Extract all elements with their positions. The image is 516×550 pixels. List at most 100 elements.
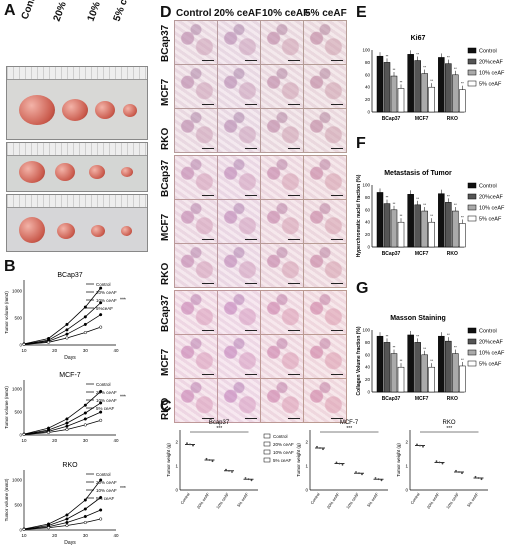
tumor (19, 161, 45, 183)
histology-tile (303, 155, 347, 200)
y-tick-label: 20 (365, 97, 371, 102)
data-point (83, 507, 87, 511)
row-label-bcap37: BCap37 (160, 159, 171, 197)
bar (376, 192, 384, 248)
col-header-10: 10% ceAF (262, 8, 310, 19)
significance-mark: ** (386, 334, 389, 338)
x-tick-label: MCF7 (415, 116, 429, 122)
scale-bar (288, 148, 300, 149)
histology-tile (260, 243, 304, 288)
legend-label: 20%ceAF (479, 60, 503, 66)
data-point (205, 457, 208, 460)
histology-tile (174, 243, 218, 288)
chart-title: MCF-7 (59, 372, 80, 379)
scale-bar (288, 283, 300, 284)
y-tick-label: 2 (405, 440, 408, 445)
x-tick-label: Control (179, 492, 191, 506)
histology-tile (217, 334, 261, 379)
scale-bar (331, 104, 343, 105)
group-label-10: 10% ceAF (86, 0, 112, 23)
legend-swatch (467, 327, 477, 334)
bar (383, 62, 391, 113)
bar (428, 221, 435, 248)
x-axis-label: Days (64, 540, 76, 546)
tumor-photo-bcap37 (6, 66, 148, 140)
scale-bar (245, 283, 257, 284)
tumor (55, 163, 75, 181)
histology-tile (303, 290, 347, 335)
y-tick-label: 500 (14, 410, 22, 415)
panel-label-d: D (160, 4, 172, 21)
significance-mark: *** (120, 394, 126, 400)
legend-label: Control (96, 282, 111, 287)
x-tick-label: 10% ceAF (445, 491, 460, 509)
data-point (99, 410, 103, 414)
scale-bar (245, 104, 257, 105)
legend-swatch (467, 58, 477, 65)
significance-mark: ** (423, 347, 426, 351)
data-point (322, 448, 324, 451)
chart-title: MCF-7 (340, 420, 359, 426)
significance-mark: ** (416, 334, 419, 338)
scale-bar (245, 239, 257, 240)
scale-bar (202, 195, 214, 196)
scale-bar (331, 195, 343, 196)
data-point (335, 461, 338, 464)
data-point (99, 418, 103, 422)
tumor (57, 223, 75, 239)
x-tick-label: 20% ceAF (196, 491, 211, 509)
data-point (83, 417, 87, 421)
legend-label: 5% ceAF (479, 82, 502, 88)
scale-bar (288, 104, 300, 105)
histology-tile (217, 378, 261, 423)
data-point (455, 469, 457, 472)
histology-tile (174, 334, 218, 379)
legend-swatch (263, 441, 271, 447)
bar (397, 366, 405, 393)
histology-tile (217, 20, 261, 65)
bar (421, 354, 428, 393)
scale-bar (331, 283, 343, 284)
significance-mark: ** (430, 214, 433, 218)
data-point (65, 417, 69, 421)
significance-mark: ** (454, 203, 457, 207)
significance-mark: *** (120, 486, 126, 492)
row-label-bcap37: BCap37 (160, 24, 171, 62)
bar (390, 353, 398, 393)
data-point (247, 478, 250, 481)
histology-tile (174, 290, 218, 335)
bar (421, 73, 428, 113)
legend-swatch (467, 69, 477, 76)
x-tick-label: BCap37 (382, 396, 401, 402)
panel-label-c: C (160, 398, 172, 415)
bar (459, 223, 466, 248)
data-point (65, 523, 69, 528)
y-tick-label: 0 (305, 488, 308, 493)
histology-tile (174, 108, 218, 153)
legend-label: 20% ceAF (96, 480, 117, 485)
x-tick-label: 10% ceAF (215, 491, 230, 509)
data-point (65, 421, 69, 425)
legend-swatch (467, 360, 477, 367)
y-tick-label: 60 (365, 207, 371, 212)
tumor (89, 165, 105, 179)
x-tick-label: BCap37 (382, 116, 401, 122)
legend-swatch (467, 47, 477, 54)
legend-swatch (263, 457, 271, 463)
y-tick-label: 100 (362, 328, 370, 333)
histology-tile (260, 334, 304, 379)
chart-title: BCap37 (57, 272, 82, 279)
tumor-weight-plots: Bcap37 0 1 2 Tumor weight (g) Control 20% ceAF… (166, 420, 488, 510)
significance-mark: *** (216, 426, 222, 432)
data-point (441, 462, 444, 465)
y-tick-label: 100 (362, 48, 370, 53)
histology-tile (303, 108, 347, 153)
histology-tile (217, 199, 261, 244)
bar (414, 342, 421, 393)
row-label-mcf7: MCF7 (160, 213, 171, 241)
data-point (46, 340, 51, 344)
bar (397, 88, 405, 113)
histology-tile (260, 108, 304, 153)
x-tick-label: BCap37 (382, 251, 401, 257)
bar (438, 335, 445, 393)
